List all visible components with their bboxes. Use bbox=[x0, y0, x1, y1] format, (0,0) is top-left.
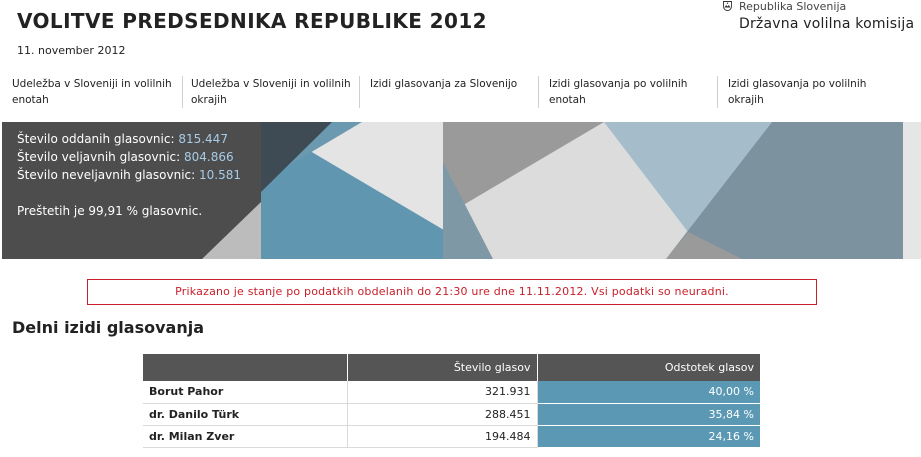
nav-item-results-districts[interactable]: Izidi glasovanja po volilnih okrajih bbox=[728, 78, 867, 106]
logo-country: Republika Slovenija bbox=[739, 0, 847, 13]
header-percent[interactable]: Odstotek glasov bbox=[537, 354, 760, 381]
nav-item-turnout-districts[interactable]: Udeležba v Sloveniji in volilnih okrajih bbox=[191, 78, 351, 106]
header-votes[interactable]: Število glasov bbox=[347, 354, 538, 381]
nav-divider bbox=[538, 76, 539, 108]
stats-banner: Število oddanih glasovnic: 815.447 Števi… bbox=[2, 122, 921, 259]
table-row: dr. Danilo Türk 288.451 35,84 % bbox=[143, 403, 760, 426]
logo-commission: Državna volilna komisija bbox=[739, 16, 915, 32]
candidate-votes: 321.931 bbox=[347, 381, 538, 404]
candidate-percent: 40,00 % bbox=[537, 381, 760, 404]
section-title: Delni izidi glasovanja bbox=[12, 318, 204, 337]
results-table: Število glasov Odstotek glasov Borut Pah… bbox=[143, 354, 760, 448]
table-row: dr. Milan Zver 194.484 24,16 % bbox=[143, 425, 760, 448]
slovenia-crest-icon bbox=[723, 1, 732, 11]
stat-cast-label: Število oddanih glasovnic: bbox=[17, 132, 175, 146]
header-candidate bbox=[143, 354, 348, 381]
table-row: Borut Pahor 321.931 40,00 % bbox=[143, 381, 760, 404]
main-nav: Udeležba v Sloveniji in volilnih enotah … bbox=[0, 70, 921, 118]
nav-divider bbox=[182, 76, 183, 108]
stat-counted: Preštetih je 99,91 % glasovnic. bbox=[17, 204, 203, 218]
table-header-row: Število glasov Odstotek glasov bbox=[143, 354, 760, 381]
stat-invalid-value: 10.581 bbox=[199, 168, 241, 182]
candidate-name: Borut Pahor bbox=[143, 381, 348, 404]
page-title: VOLITVE PREDSEDNIKA REPUBLIKE 2012 bbox=[17, 9, 487, 33]
nav-item-results-units[interactable]: Izidi glasovanja po volilnih enotah bbox=[549, 78, 688, 106]
nav-item-results-slovenia[interactable]: Izidi glasovanja za Slovenijo bbox=[370, 78, 518, 90]
stat-invalid: Število neveljavnih glasovnic: 10.581 bbox=[17, 166, 241, 184]
stat-cast-value: 815.447 bbox=[178, 132, 228, 146]
stat-valid-value: 804.866 bbox=[184, 150, 234, 164]
stats-block: Število oddanih glasovnic: 815.447 Števi… bbox=[17, 130, 241, 220]
candidate-votes: 194.484 bbox=[347, 425, 538, 448]
stat-valid: Število veljavnih glasovnic: 804.866 bbox=[17, 148, 241, 166]
nav-item-turnout-units[interactable]: Udeležba v Sloveniji in volilnih enotah bbox=[12, 78, 172, 106]
candidate-name: dr. Danilo Türk bbox=[143, 403, 348, 426]
candidate-votes: 288.451 bbox=[347, 403, 538, 426]
candidate-percent: 35,84 % bbox=[537, 403, 760, 426]
nav-divider bbox=[717, 76, 718, 108]
dvk-logo[interactable]: Republika Slovenija Državna volilna komi… bbox=[722, 0, 917, 40]
nav-divider bbox=[359, 76, 360, 108]
candidate-name: dr. Milan Zver bbox=[143, 425, 348, 448]
status-notice: Prikazano je stanje po podatkih obdelani… bbox=[87, 279, 817, 305]
stat-valid-label: Število veljavnih glasovnic: bbox=[17, 150, 181, 164]
stat-invalid-label: Število neveljavnih glasovnic: bbox=[17, 168, 196, 182]
stat-cast: Število oddanih glasovnic: 815.447 bbox=[17, 130, 241, 148]
candidate-percent: 24,16 % bbox=[537, 425, 760, 448]
page-date: 11. november 2012 bbox=[17, 44, 126, 57]
banner-graphic bbox=[2, 122, 921, 259]
